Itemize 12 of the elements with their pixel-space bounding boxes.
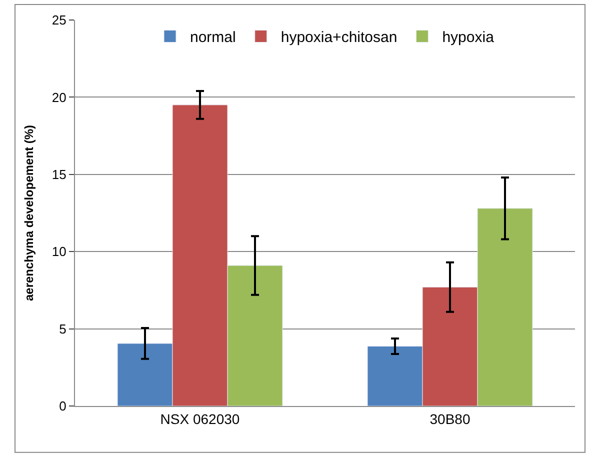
legend-label: hypoxia (442, 29, 495, 46)
x-tick-label: 30B80 (430, 410, 470, 427)
y-tick-label: 25 (52, 12, 66, 28)
legend-label: hypoxia+chitosan (280, 29, 398, 46)
y-tick-label: 5 (59, 321, 66, 336)
legend-label: normal (190, 29, 236, 46)
y-tick-label: 0 (59, 398, 66, 414)
x-tick-label: NSX 062030 (160, 410, 240, 427)
y-tick-label: 10 (52, 244, 66, 260)
y-tick-label: 20 (52, 90, 66, 105)
y-axis-title: aerenchyma developement (%) (22, 124, 36, 302)
y-tick-label: 15 (52, 166, 66, 182)
